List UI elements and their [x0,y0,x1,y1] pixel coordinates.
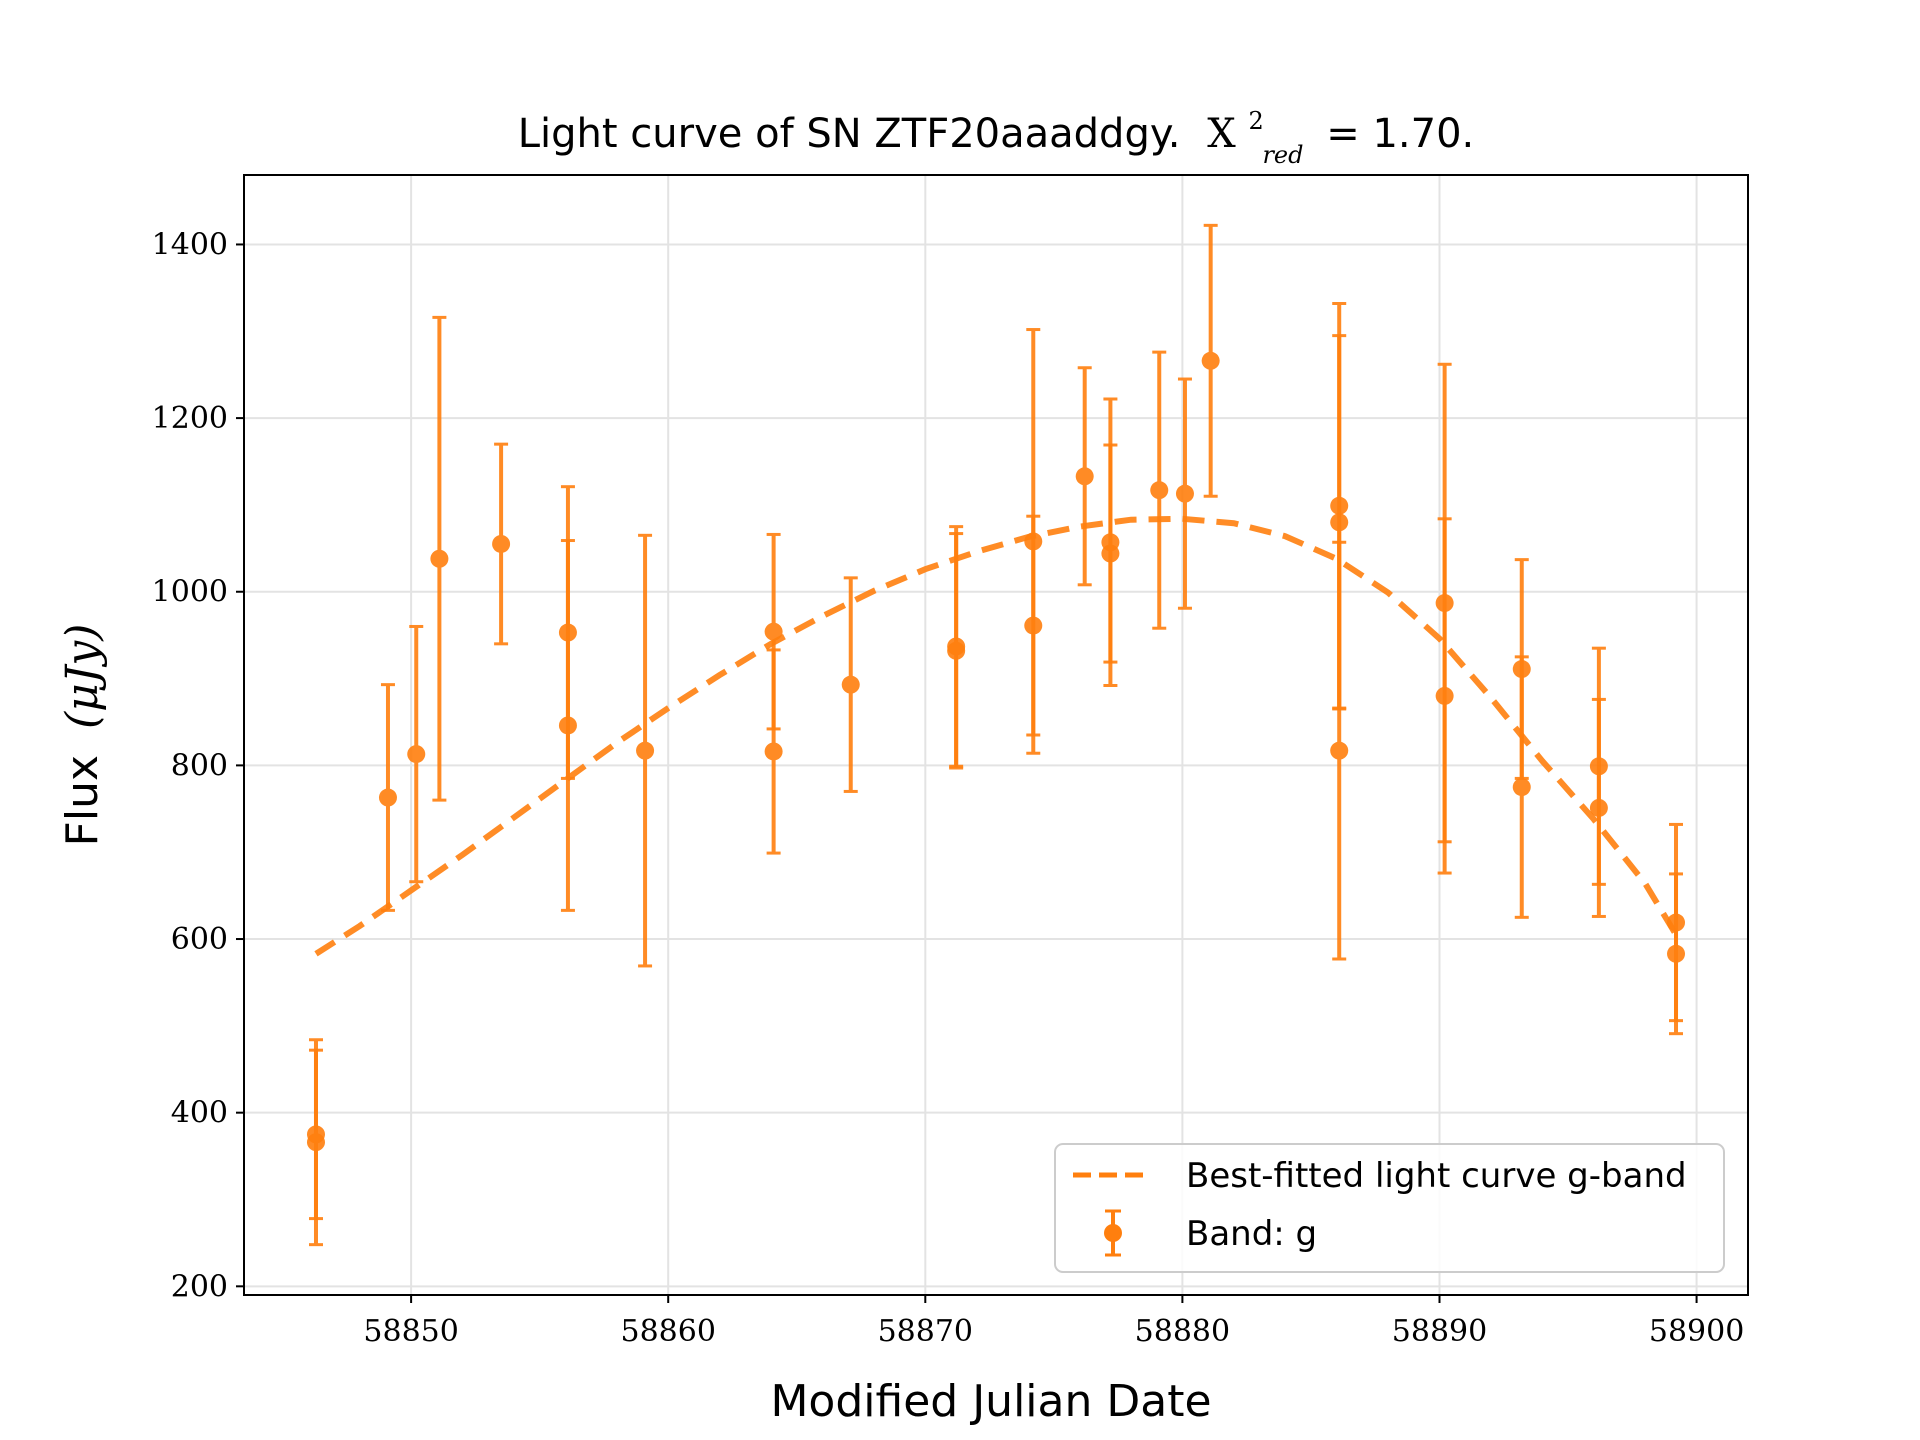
y-tick-label: 200 [171,1269,228,1304]
data-point [1101,443,1120,664]
x-tick-label: 58860 [620,1314,715,1349]
y-tick-label: 600 [171,922,228,957]
x-tick-label: 58880 [1135,1314,1230,1349]
point-marker [378,788,397,807]
x-axis-ticks: 58850 58860 58870 58880 58890 58900 [363,1295,1744,1349]
fit-curve-layer [314,515,1679,957]
data-point [1589,697,1608,918]
data-points-layer [306,223,1686,1247]
data-point [1330,540,1349,961]
point-marker [947,641,966,660]
y-tick-label: 1000 [152,575,228,610]
data-point [841,576,860,793]
y-axis-title-unit: (μJy) [57,624,108,729]
point-marker [1435,686,1454,705]
point-marker [1667,944,1686,963]
point-marker [764,742,783,761]
plot-frame [243,174,1749,1296]
x-tick-label: 58900 [1649,1314,1744,1349]
fit-curve-line [314,515,1679,957]
grid [244,175,1748,1295]
point-marker [1150,481,1169,500]
data-point [1150,350,1169,630]
point-marker [558,716,577,735]
point-marker [1512,778,1531,797]
data-point [1512,655,1531,919]
data-point [306,1038,325,1247]
data-point [407,624,426,884]
data-point [1175,377,1194,610]
point-marker [1330,741,1349,760]
point-marker [430,549,449,568]
point-marker [1075,467,1094,486]
chart-title-stat-value: = 1.70. [1326,111,1474,157]
point-marker [764,622,783,641]
data-point [430,315,449,802]
point-marker [841,675,860,694]
legend: Best-fitted light curve g-band Band: g [1054,1143,1725,1273]
legend-label-band: Band: g [1186,1214,1317,1254]
data-point [1435,517,1454,875]
legend-box [1054,1143,1725,1273]
y-axis-ticks: 200 400 600 800 1000 1200 1400 [152,227,244,1304]
y-axis-title-text: Flux [57,755,108,846]
y-tick-label: 1400 [152,227,228,262]
y-tick-label: 800 [171,748,228,783]
point-marker [407,745,426,764]
point-marker [1101,544,1120,563]
y-tick-label: 400 [171,1096,228,1131]
chart-title-stat-sup: 2 [1248,107,1263,135]
point-marker [1024,616,1043,635]
chart-title-text: Light curve of SN ZTF20aaaddgy. [518,111,1181,157]
legend-marker-swatch [1104,1224,1122,1242]
x-axis-title: Modified Julian Date [770,1376,1211,1427]
point-marker [306,1133,325,1152]
point-marker [636,741,655,760]
data-point [764,648,783,855]
chart-title-stat-symbol: X [1207,111,1236,157]
x-tick-label: 58890 [1392,1314,1487,1349]
data-point [636,533,655,968]
x-tick-label: 58870 [878,1314,973,1349]
point-marker [1175,484,1194,503]
data-point [1024,514,1043,737]
data-point [1075,366,1094,587]
y-axis-title: Flux (μJy) [57,624,108,847]
data-point [1201,223,1220,498]
point-marker [1201,351,1220,370]
data-point [947,532,966,770]
point-marker [1330,513,1349,532]
x-tick-label: 58850 [363,1314,458,1349]
data-point [1667,872,1686,1036]
legend-label-fit: Best-fitted light curve g-band [1186,1156,1687,1196]
point-marker [1589,798,1608,817]
y-tick-label: 1200 [152,401,228,436]
data-point [492,442,511,646]
chart-title: Light curve of SN ZTF20aaaddgy. X 2 red … [518,93,1474,173]
data-point [378,683,397,912]
data-point [558,539,577,912]
point-marker [492,534,511,553]
chart-title-stat-sub: red [1262,141,1303,169]
